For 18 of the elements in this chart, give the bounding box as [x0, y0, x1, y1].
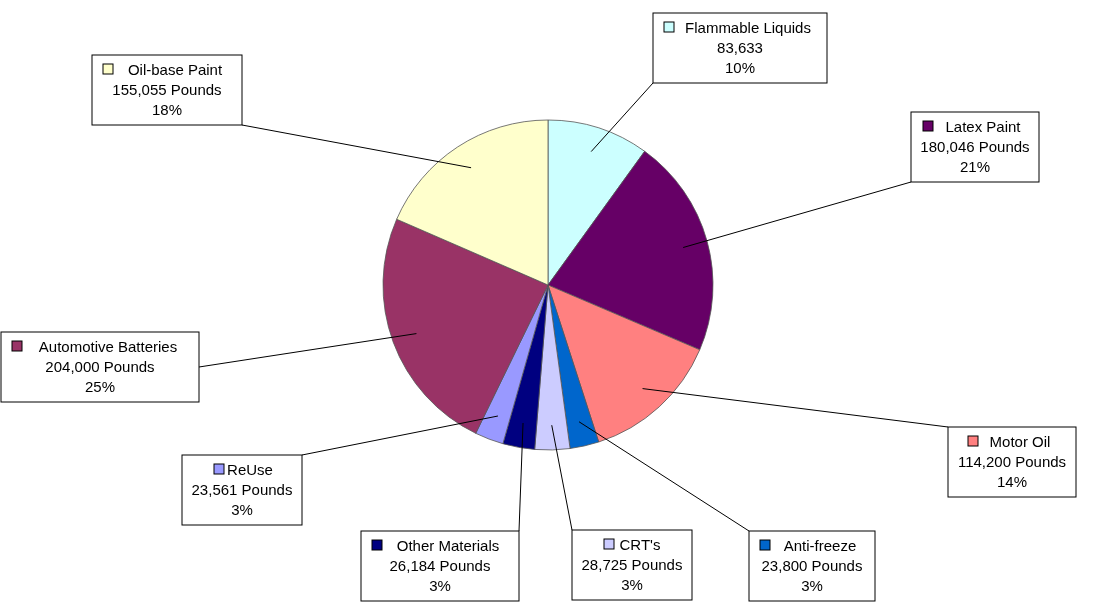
data-label: 114,200 Pounds 14%	[957, 453, 1067, 490]
legend-label: Motor Oil	[989, 433, 1051, 450]
data-label: 28,725 Pounds 3%	[581, 556, 683, 593]
data-label: 83,633 10%	[717, 39, 763, 76]
legend-label: Anti-freeze	[783, 537, 857, 554]
data-label: 23,561 Pounds 3%	[191, 481, 293, 518]
data-label: 204,000 Pounds 25%	[45, 358, 155, 395]
data-label: 26,184 Pounds 3%	[389, 557, 491, 594]
data-label: 155,055 Pounds 18%	[112, 81, 222, 118]
legend-label: Flammable Liquids	[685, 19, 811, 36]
legend-label: Latex Paint	[945, 118, 1022, 135]
legend-label: Oil-base Paint	[127, 61, 223, 78]
legend-label: Automotive Batteries	[38, 338, 178, 355]
legend-label: CRT's	[619, 536, 661, 553]
legend-label: Other Materials	[396, 537, 500, 554]
data-label: 23,800 Pounds 3%	[761, 557, 863, 594]
legend-label: ReUse	[227, 461, 273, 478]
data-label: 180,046 Pounds 21%	[920, 138, 1030, 175]
